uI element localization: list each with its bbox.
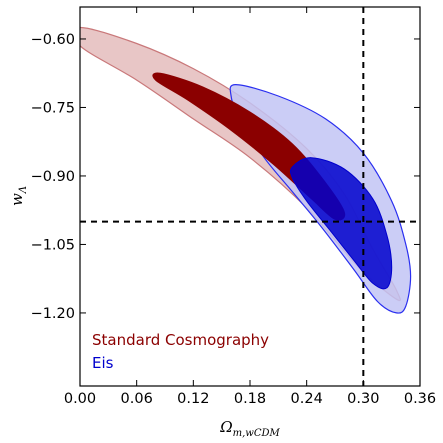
reference-lines (80, 7, 420, 386)
y-tick-label: −0.60 (31, 32, 75, 48)
x-axis-label: Ωm,wCDM (219, 418, 280, 439)
axis-ticks: 0.00 0.06 0.12 0.18 0.24 0.30 0.36 −0.60 −0.75 −0… (31, 7, 436, 407)
x-tick-label: 0.00 (64, 391, 96, 407)
y-axis-label: wΛ (8, 186, 29, 206)
x-tick-label: 0.30 (347, 391, 379, 407)
y-tick-label: −1.05 (31, 237, 75, 253)
contour-layer (80, 26, 412, 314)
eis-1sigma-region (289, 157, 393, 290)
y-tick-label: −0.75 (31, 100, 75, 116)
x-tick-label: 0.24 (291, 391, 323, 407)
y-tick-label: −0.90 (31, 169, 75, 185)
x-tick-label: 0.36 (404, 391, 436, 407)
x-tick-label: 0.18 (234, 391, 266, 407)
legend-entry-standard-cosmography: Standard Cosmography (92, 331, 269, 349)
legend: Standard Cosmography Eis (92, 331, 269, 372)
legend-entry-eis: Eis (92, 354, 114, 372)
x-tick-label: 0.12 (177, 391, 209, 407)
x-tick-label: 0.06 (121, 391, 153, 407)
y-tick-label: −1.20 (31, 306, 75, 322)
